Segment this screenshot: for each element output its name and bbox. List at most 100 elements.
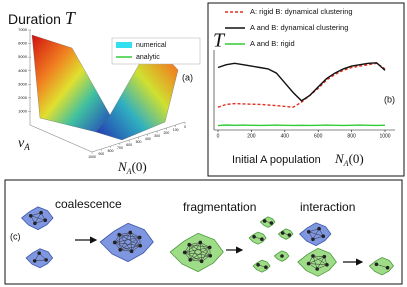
node	[208, 253, 213, 258]
process-label: coalescence	[55, 197, 122, 211]
edge	[188, 244, 191, 260]
edge	[190, 259, 202, 262]
legend-entry: A and B: rigid	[250, 39, 295, 48]
edge	[114, 242, 132, 252]
panel-b-frame	[207, 2, 405, 177]
edge	[200, 242, 211, 256]
panel-label: (a)	[182, 72, 193, 82]
edge	[312, 255, 328, 265]
z-tick-label: 7000	[18, 27, 28, 32]
edge	[119, 234, 132, 252]
panel-c-frame	[4, 179, 403, 285]
cluster	[260, 216, 276, 228]
x-tick-label: 0	[217, 133, 220, 139]
edge	[131, 237, 140, 252]
node	[252, 235, 256, 239]
node	[112, 240, 117, 245]
node	[117, 232, 122, 237]
node	[262, 219, 267, 223]
node	[199, 259, 204, 264]
z-tick-label: 6000	[18, 41, 28, 46]
edge	[119, 234, 140, 238]
edge	[316, 256, 325, 270]
cluster	[25, 248, 53, 269]
cluster-body	[248, 231, 267, 245]
node	[374, 262, 379, 267]
x-tick-label: 400	[145, 137, 151, 141]
edge	[130, 232, 132, 252]
node	[33, 221, 37, 226]
z-tick-label: 2000	[18, 95, 28, 100]
cluster-body	[297, 248, 337, 277]
node	[138, 243, 143, 248]
cluster	[297, 248, 337, 277]
node	[264, 265, 268, 269]
edge	[190, 255, 211, 261]
edge	[189, 244, 202, 262]
panel-label: (c)	[10, 231, 21, 241]
edge	[120, 232, 131, 250]
edge	[201, 247, 210, 262]
node	[322, 254, 327, 259]
edge	[119, 234, 141, 246]
nu-axis	[29, 124, 93, 153]
z-tick-label: 4000	[18, 68, 28, 73]
x-tick-label: 0	[184, 125, 186, 129]
legend-entry: analytic	[136, 54, 160, 61]
legend-entry: A: rigid B: dynamical clustering	[250, 7, 353, 16]
node	[187, 242, 192, 247]
process-label: fragmentation	[183, 200, 256, 214]
x-tick-label: 800	[108, 149, 114, 153]
edge	[308, 256, 325, 264]
x-tick-label: 600	[126, 143, 132, 147]
y-axis-label: νA	[18, 136, 30, 152]
x-axis-label: Initial A population	[232, 154, 321, 166]
x-axis-label: NA(0)	[117, 159, 147, 176]
node	[385, 265, 390, 270]
x-tick-label: 900	[98, 152, 104, 156]
node	[287, 233, 292, 237]
edge	[120, 237, 140, 251]
node	[129, 249, 134, 254]
cluster-body	[99, 222, 154, 262]
node	[198, 240, 203, 245]
node	[269, 221, 274, 225]
z-tick-label: 1000	[18, 108, 28, 113]
node	[256, 263, 260, 267]
edge	[184, 252, 211, 257]
edge	[376, 264, 388, 268]
x-axis-symbol: NA(0)	[334, 151, 364, 168]
edge	[184, 252, 202, 262]
cluster-body	[21, 206, 54, 230]
node	[280, 254, 284, 258]
node	[188, 258, 193, 262]
x-tick-label: 800	[347, 133, 356, 139]
cluster	[21, 206, 54, 230]
series-line	[217, 124, 386, 127]
edge	[189, 244, 210, 248]
edge	[114, 232, 131, 243]
node	[306, 229, 311, 234]
cluster	[99, 222, 154, 262]
x-tick-label: 1000	[379, 133, 390, 139]
x-tick-label: 200	[247, 133, 256, 139]
node	[128, 230, 133, 235]
cluster-body	[252, 259, 271, 273]
legend-entry: numerical	[136, 42, 167, 49]
node	[315, 267, 319, 271]
edge	[34, 259, 47, 262]
node	[137, 235, 142, 240]
x-tick-label: 300	[154, 134, 160, 138]
x-tick-label: 500	[136, 140, 142, 144]
node	[325, 262, 329, 267]
edge	[189, 244, 211, 256]
process-label: interaction	[300, 200, 355, 214]
node	[28, 213, 33, 218]
cluster	[252, 259, 271, 273]
series-line	[217, 62, 386, 102]
cluster-body	[25, 248, 53, 269]
surface-left	[31, 34, 111, 133]
edge	[312, 255, 325, 257]
edge	[34, 212, 42, 224]
